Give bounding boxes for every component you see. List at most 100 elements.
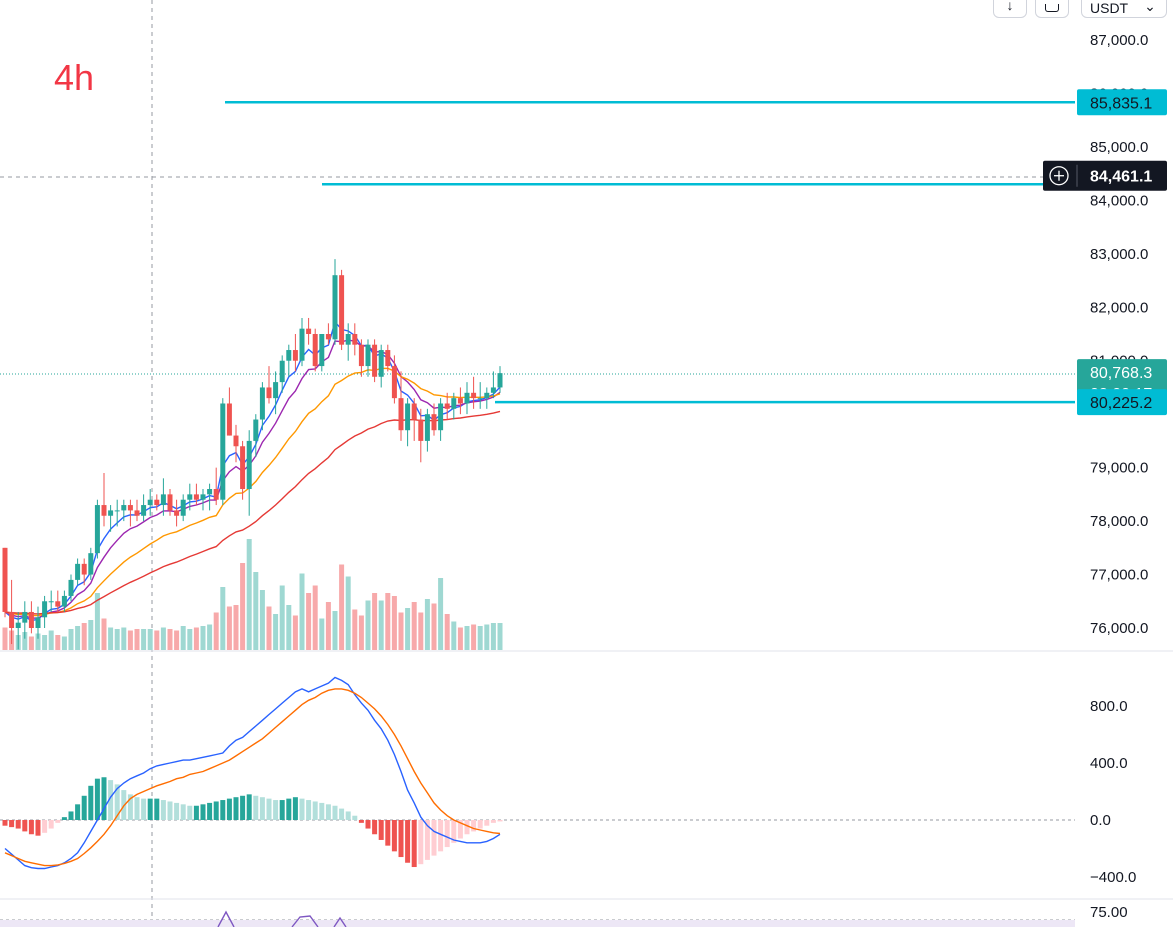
macd-histogram-bar [114, 784, 120, 820]
volume-bar [490, 623, 496, 650]
macd-histogram-bar [28, 820, 34, 835]
macd-histogram-bar [471, 820, 477, 832]
currency-label: USDT [1090, 0, 1129, 16]
volume-bar [48, 630, 54, 650]
ema-long-line [4, 410, 501, 615]
candle-body [114, 510, 120, 512]
volume-bar [418, 612, 424, 650]
price-tick-label: 85,000.0 [1090, 139, 1148, 156]
macd-histogram-bar [477, 820, 483, 829]
volume-bar [187, 629, 193, 650]
volume-bar [207, 624, 213, 650]
volume-bar [345, 576, 351, 650]
currency-select[interactable]: USDT ⌄ [1081, 0, 1167, 18]
candle-body [332, 275, 338, 340]
layout-button[interactable] [1035, 0, 1069, 18]
volume-bar [266, 606, 272, 650]
macd-histogram-bar [180, 804, 186, 820]
candle-body [22, 611, 28, 623]
candle-body [365, 344, 371, 367]
macd-histogram-bar [345, 811, 351, 820]
volume-bar [174, 630, 180, 650]
volume-bar [154, 630, 160, 650]
volume-bar [28, 636, 34, 650]
download-button[interactable]: ↓ [993, 0, 1027, 18]
macd-histogram-bar [167, 801, 173, 820]
candle-body [147, 499, 153, 506]
candle-body [431, 414, 437, 431]
price-tag-label: 80,225.2 [1090, 395, 1152, 412]
macd-histogram-bar [438, 820, 444, 852]
macd-histogram-bar [306, 800, 312, 820]
candle-body [438, 403, 444, 431]
volume-bar [438, 578, 444, 650]
macd-histogram-bar [325, 804, 331, 820]
price-axis[interactable]: 87,000.086,000.085,000.084,000.083,000.0… [1090, 32, 1148, 637]
macd-histogram-bar [213, 801, 219, 820]
horizontal-lines[interactable] [225, 101, 1075, 404]
candle-body [55, 601, 61, 607]
volume-bar [2, 627, 8, 650]
rsi-line-path [217, 910, 347, 927]
macd-histogram-bar [266, 798, 272, 820]
candle-body [418, 419, 424, 441]
candle-body [484, 392, 490, 399]
moving-averages [4, 320, 501, 622]
volume-bar [306, 593, 312, 650]
macd-histogram-bar [292, 797, 298, 820]
ema-mid-line [4, 339, 501, 619]
candle-body [167, 494, 173, 511]
macd-signal-line [4, 688, 501, 867]
volume-bar [127, 630, 133, 650]
macd-histogram-bar [55, 820, 61, 823]
macd-histogram-bar [226, 798, 232, 820]
macd-histogram-bar [160, 800, 166, 820]
volume-bar [213, 612, 219, 650]
volume-bar [279, 585, 285, 650]
volume-bar [325, 602, 331, 650]
volume-bar [220, 587, 226, 650]
candle-body [207, 489, 213, 495]
macd-histogram-bar [101, 777, 107, 820]
volume-bar [352, 609, 358, 650]
price-tag-box [1077, 389, 1167, 416]
volume-bar [405, 608, 411, 650]
macd-histogram-bar [154, 798, 160, 820]
macd-histogram-bar [358, 820, 364, 823]
candle-body [61, 595, 67, 607]
volume-bar [160, 627, 166, 650]
volume-bar [141, 629, 147, 650]
volume-bar [372, 593, 378, 650]
candle-body [180, 499, 186, 516]
candle-body [444, 403, 450, 409]
volume-bar [424, 599, 430, 650]
volume-bar [312, 585, 318, 650]
macd-axis[interactable]: 800.0 400.0 0.0 −400.0 [1090, 698, 1136, 886]
macd-tick-label: 0.0 [1090, 812, 1111, 829]
last-price-label: 80,768.3 [1090, 365, 1152, 382]
volume-bar [259, 590, 265, 650]
macd-histogram-bar [405, 820, 411, 863]
rsi-axis[interactable]: 75.00 [1090, 904, 1128, 921]
candle-body [497, 373, 503, 388]
candle-body [319, 334, 325, 367]
arrow-down-icon: ↓ [1006, 0, 1014, 13]
macd-histogram-bar [200, 804, 206, 820]
candle-body [220, 403, 226, 500]
macd-histogram-bar [207, 802, 213, 820]
macd-histogram-bar [233, 797, 239, 820]
candle-body [464, 392, 470, 404]
price-tick-label: 87,000.0 [1090, 32, 1148, 49]
price-tag-label: 85,835.1 [1090, 95, 1152, 112]
volume-bar [240, 563, 246, 650]
candle-body [88, 553, 94, 575]
price-tick-label: 76,000.0 [1090, 620, 1148, 637]
volume-bar [55, 635, 61, 650]
candle-body [372, 344, 378, 377]
candle-body [75, 563, 81, 580]
macd-histogram-bar [372, 820, 378, 835]
candle-body [68, 579, 74, 596]
macd-histogram-bar [253, 795, 259, 820]
macd-tick-label: 800.0 [1090, 698, 1128, 715]
